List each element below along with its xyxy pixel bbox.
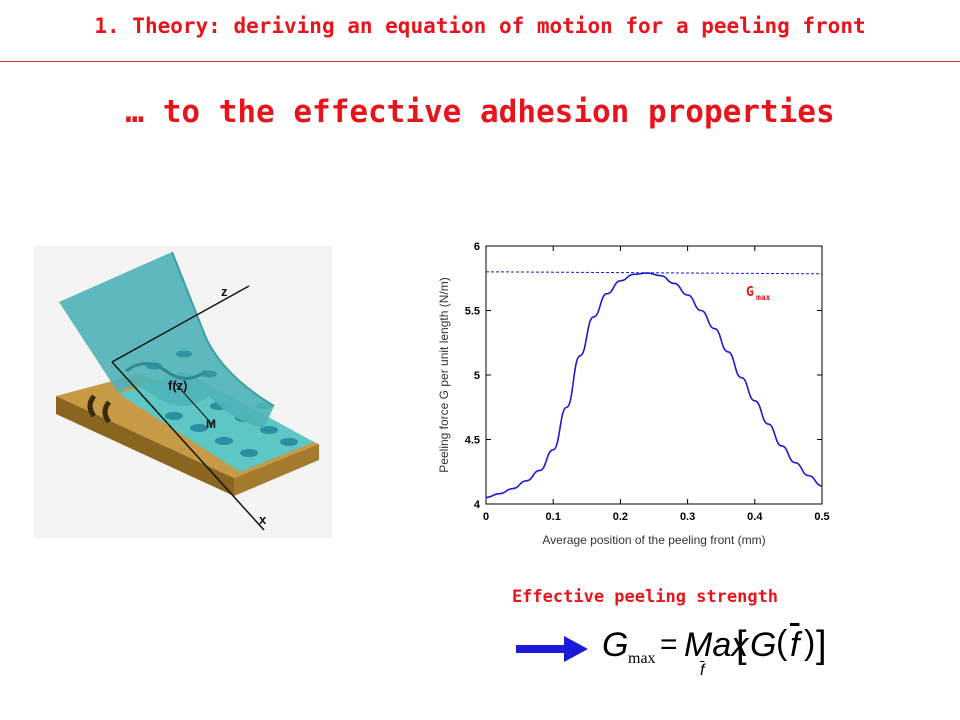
x-tick-label: 0	[483, 511, 489, 523]
y-tick-label: 4.5	[465, 435, 480, 447]
y-tick-label: 6	[474, 241, 480, 253]
gmax-annotation: G	[746, 285, 754, 300]
y-tick-label: 4	[474, 499, 481, 511]
header-title: 1. Theory: deriving an equation of motio…	[94, 14, 866, 38]
peeling-force-chart: 0 0.1 0.2 0.3 0.4 0.5 4 4.5 5 5.5 6 G max Average pos…	[437, 241, 830, 547]
right-arrow-icon	[516, 636, 588, 662]
axis-z-label: z	[221, 284, 228, 299]
slide-title: … to the effective adhesion properties	[125, 94, 835, 130]
point-m-label: M	[206, 417, 216, 431]
x-tick-label: 0.1	[546, 511, 561, 523]
y-tick-label: 5	[474, 370, 480, 382]
gmax-annotation-subscript: max	[756, 293, 771, 302]
effective-peeling-strength-label: Effective peeling strength	[511, 587, 779, 607]
x-tick-label: 0.2	[613, 511, 628, 523]
plot-frame	[485, 245, 823, 505]
y-axis-label: Peeling force G per unit length (N/m)	[437, 277, 451, 472]
peeling-illustration: z x f(z) M	[34, 246, 332, 538]
formula-right-bracket: ]	[816, 624, 827, 666]
x-tick-label: 0.3	[680, 511, 695, 523]
header-divider	[0, 61, 960, 62]
formula-under-f: f	[700, 662, 705, 679]
peeling-force-curve	[485, 272, 823, 499]
formula-right-paren: )	[804, 624, 816, 662]
formula-g: G	[602, 626, 629, 664]
formula-fbar: f	[790, 626, 800, 664]
y-tick-label: 5.5	[465, 306, 480, 318]
formula-max: Max	[684, 626, 749, 664]
x-tick-label: 0.5	[814, 511, 829, 523]
x-axis-label: Average position of the peeling front (m…	[542, 533, 765, 547]
axis-x-label: x	[259, 512, 267, 527]
gmax-dashed-line	[485, 271, 823, 275]
formula-left-bracket: [	[736, 624, 747, 666]
front-position-label: f(z)	[168, 378, 188, 393]
gmax-formula: G max = Max [ G ( f ) ] f	[598, 624, 828, 682]
formula-g2: G	[750, 626, 777, 664]
formula-subscript: max	[628, 650, 656, 667]
formula-equals: =	[660, 628, 678, 661]
x-tick-label: 0.4	[747, 511, 763, 523]
formula-left-paren: (	[776, 624, 788, 662]
